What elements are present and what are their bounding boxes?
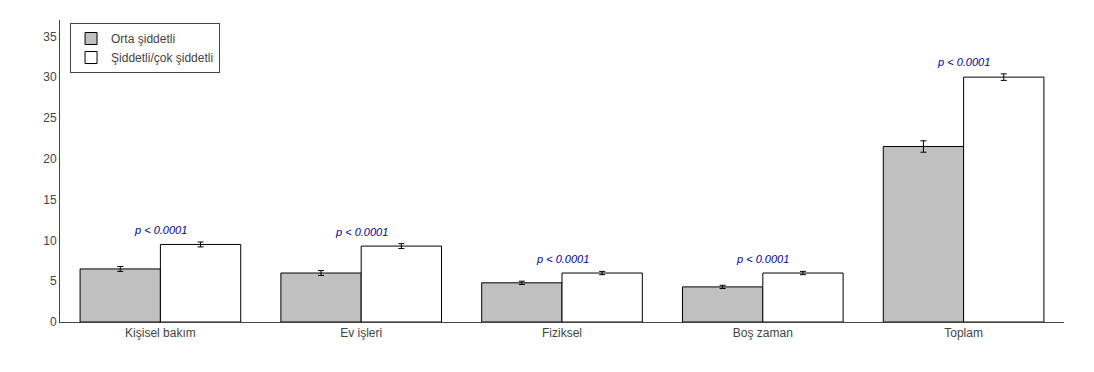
svg-text:Kişisel bakım: Kişisel bakım bbox=[125, 326, 196, 340]
svg-text:20: 20 bbox=[43, 152, 57, 166]
svg-text:p < 0.0001: p < 0.0001 bbox=[937, 56, 990, 68]
svg-text:15: 15 bbox=[43, 193, 57, 207]
svg-text:Orta şiddetli: Orta şiddetli bbox=[111, 32, 175, 46]
svg-text:10: 10 bbox=[43, 234, 57, 248]
svg-text:25: 25 bbox=[43, 111, 57, 125]
svg-text:Toplam: Toplam bbox=[944, 326, 983, 340]
svg-text:Boş zaman: Boş zaman bbox=[733, 326, 793, 340]
svg-text:5: 5 bbox=[50, 274, 57, 288]
svg-text:p < 0.0001: p < 0.0001 bbox=[736, 253, 789, 265]
svg-text:30: 30 bbox=[43, 70, 57, 84]
svg-text:p < 0.0001: p < 0.0001 bbox=[536, 253, 589, 265]
svg-text:0: 0 bbox=[50, 315, 57, 329]
svg-text:p < 0.0001: p < 0.0001 bbox=[134, 224, 187, 236]
svg-text:Fiziksel: Fiziksel bbox=[542, 326, 582, 340]
svg-text:35: 35 bbox=[43, 30, 57, 44]
svg-text:p < 0.0001: p < 0.0001 bbox=[335, 226, 388, 238]
svg-text:Ev işleri: Ev işleri bbox=[340, 326, 382, 340]
svg-text:Şiddetli/çok şiddetli: Şiddetli/çok şiddetli bbox=[111, 51, 213, 65]
